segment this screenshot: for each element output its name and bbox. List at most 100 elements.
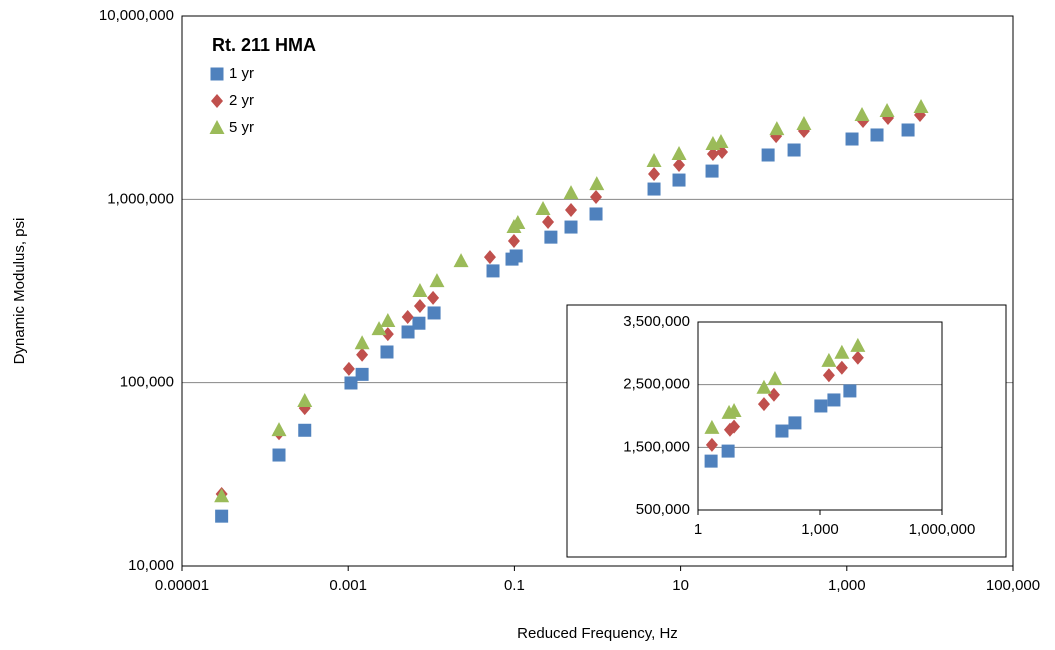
y-tick-label: 1,000,000 <box>107 190 174 207</box>
legend-marker <box>210 67 224 81</box>
marker <box>704 419 720 434</box>
legend-marker <box>209 120 225 134</box>
marker <box>510 214 526 229</box>
y-tick-label: 10,000,000 <box>99 7 174 24</box>
marker <box>429 273 445 288</box>
marker <box>565 202 578 217</box>
legend-label: 1 yr <box>229 65 254 82</box>
marker <box>673 158 686 173</box>
marker <box>705 164 719 178</box>
marker <box>483 250 496 265</box>
marker <box>427 306 441 320</box>
marker <box>356 347 369 362</box>
marker <box>401 325 415 339</box>
marker <box>821 352 837 367</box>
marker <box>814 399 828 413</box>
marker <box>843 384 857 398</box>
marker <box>272 448 286 462</box>
legend-marker <box>211 94 223 108</box>
plot-frame <box>697 321 943 511</box>
marker <box>271 422 287 437</box>
marker <box>412 283 428 298</box>
marker <box>589 207 603 221</box>
marker <box>214 488 230 503</box>
marker <box>297 393 313 408</box>
marker <box>706 147 719 162</box>
marker <box>757 397 770 412</box>
marker <box>427 290 440 305</box>
y-axis-title: Dynamic Modulus, psi <box>11 218 28 365</box>
legend-title: Rt. 211 HMA <box>212 35 316 55</box>
marker <box>590 189 603 204</box>
x-tick-label: 1,000 <box>801 521 839 538</box>
marker <box>726 402 742 417</box>
marker <box>913 98 929 113</box>
marker <box>827 393 841 407</box>
marker <box>371 321 387 336</box>
marker <box>380 345 394 359</box>
marker <box>761 148 775 162</box>
marker <box>879 102 895 117</box>
y-tick-label: 10,000 <box>128 557 174 574</box>
x-axis-title: Reduced Frequency, Hz <box>517 625 678 642</box>
marker <box>788 416 802 430</box>
marker <box>544 230 558 244</box>
marker <box>834 344 850 359</box>
marker <box>563 185 579 200</box>
marker <box>344 376 358 390</box>
marker <box>648 166 661 181</box>
marker <box>756 379 772 394</box>
x-tick-label: 0.1 <box>504 577 525 594</box>
marker <box>671 146 687 161</box>
marker <box>713 133 729 148</box>
legend-label: 5 yr <box>229 119 254 136</box>
marker <box>355 367 369 381</box>
marker <box>647 182 661 196</box>
marker <box>854 107 870 122</box>
marker <box>721 444 735 458</box>
marker <box>850 337 866 352</box>
marker <box>901 123 915 137</box>
marker <box>796 115 812 130</box>
y-tick-label: 1,500,000 <box>623 438 690 455</box>
x-tick-label: 0.00001 <box>155 577 209 594</box>
marker <box>646 153 662 168</box>
marker <box>381 327 394 342</box>
marker <box>787 143 801 157</box>
marker <box>412 316 426 330</box>
marker <box>453 253 469 268</box>
marker <box>769 121 785 136</box>
marker <box>542 215 555 230</box>
marker <box>298 423 312 437</box>
x-tick-label: 10 <box>672 577 689 594</box>
x-tick-label: 0.001 <box>329 577 367 594</box>
marker <box>705 437 718 452</box>
marker <box>728 419 741 434</box>
marker <box>704 454 718 468</box>
marker <box>870 128 884 142</box>
marker <box>413 298 426 313</box>
marker <box>767 387 780 402</box>
legend-label: 2 yr <box>229 92 254 109</box>
marker <box>775 424 789 438</box>
marker <box>401 310 414 325</box>
marker <box>822 368 835 383</box>
x-tick-label: 1,000 <box>828 577 866 594</box>
marker <box>486 264 500 278</box>
marker <box>589 176 605 191</box>
marker <box>354 335 370 350</box>
y-tick-label: 2,500,000 <box>623 376 690 393</box>
marker <box>215 509 229 523</box>
marker <box>564 220 578 234</box>
marker <box>380 312 396 327</box>
x-tick-label: 1 <box>694 521 702 538</box>
x-tick-label: 1,000,000 <box>909 521 976 538</box>
marker <box>535 201 551 216</box>
marker <box>767 371 783 386</box>
marker <box>845 132 859 146</box>
marker <box>509 249 523 263</box>
x-tick-label: 100,000 <box>986 577 1040 594</box>
marker <box>851 350 864 365</box>
y-tick-label: 500,000 <box>636 501 690 518</box>
marker <box>835 360 848 375</box>
